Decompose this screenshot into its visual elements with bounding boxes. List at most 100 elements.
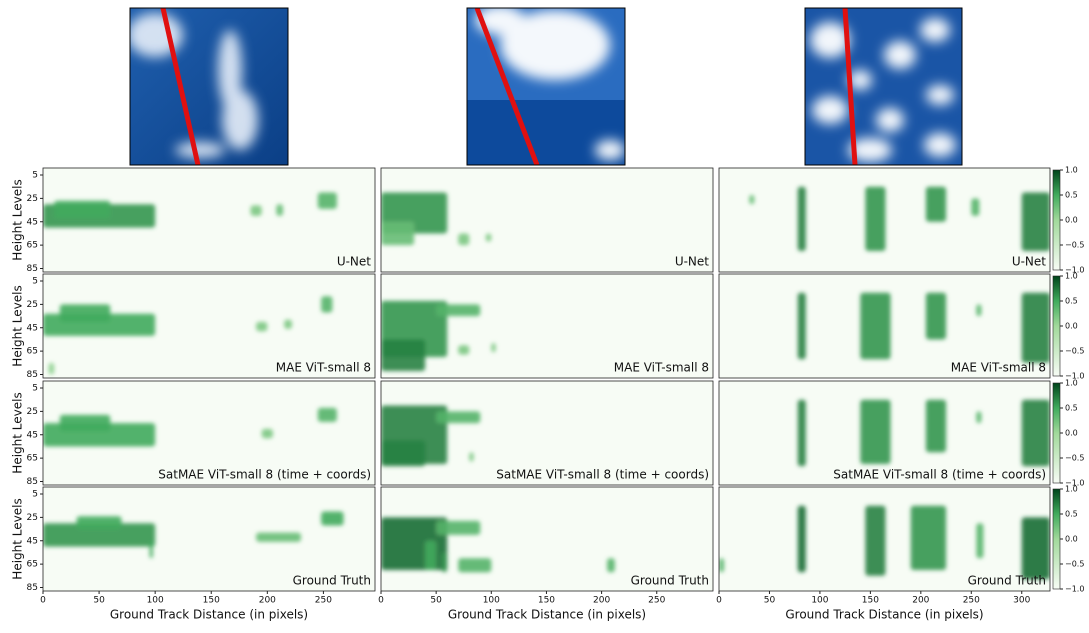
heat-cell (317, 407, 337, 422)
heat-cell (469, 452, 474, 462)
x-tick-label: 200 (259, 596, 276, 606)
y-tick-label: 85 (27, 264, 38, 274)
heatmap (43, 192, 337, 228)
y-tick-label: 65 (27, 347, 38, 357)
heat-cell (76, 516, 122, 530)
x-tick-label: 200 (593, 596, 610, 606)
x-tick-label: 150 (203, 596, 220, 606)
heat-cell (925, 399, 947, 453)
y-axis-label: Height Levels (11, 498, 25, 579)
y-tick-label: 85 (27, 370, 38, 380)
heat-cell (317, 192, 337, 209)
x-tick-label: 250 (315, 596, 332, 606)
y-tick-label: 45 (27, 323, 38, 333)
colorbar-tick-label: 1.0 (1065, 166, 1078, 175)
heat-cell (749, 194, 755, 205)
x-axis-label: Ground Track Distance (in pixels) (785, 608, 983, 622)
colorbar-tick-label: 0.0 (1065, 322, 1078, 331)
heat-cell (910, 505, 947, 570)
heat-cell (797, 186, 806, 251)
y-tick-label: 5 (32, 490, 38, 500)
colorbar (1052, 488, 1061, 590)
y-tick-label: 85 (27, 477, 38, 487)
heat-cell (976, 304, 982, 317)
colorbar-tick-label: 0.0 (1065, 216, 1078, 225)
heat-cell (43, 523, 156, 547)
heat-cell (458, 558, 492, 573)
x-tick-label: 150 (862, 596, 879, 606)
heat-cell (865, 186, 886, 251)
x-tick-label: 100 (147, 596, 164, 606)
y-tick-label: 45 (27, 430, 38, 440)
y-tick-label: 45 (27, 536, 38, 546)
panel-label: Ground Truth (631, 574, 709, 588)
heat-cell (54, 200, 111, 219)
heat-cell (436, 304, 481, 317)
colorbar-tick-label: −1.0 (1065, 266, 1084, 275)
heat-cell (256, 321, 268, 332)
heat-cell (607, 558, 615, 573)
panel-frame (42, 273, 376, 379)
heat-cell (1021, 192, 1050, 251)
heat-cell (425, 540, 437, 570)
panel-frame (380, 486, 714, 592)
heatmap (749, 186, 1050, 251)
image-frame (129, 7, 289, 166)
heat-cell (276, 204, 284, 216)
x-tick-label: 0 (716, 596, 722, 606)
heatmap (381, 192, 492, 246)
heat-cell (1021, 517, 1050, 580)
x-tick-label: 100 (483, 596, 500, 606)
panel-frame (380, 167, 714, 273)
y-tick-label: 25 (27, 300, 38, 310)
colorbar-tick-label: 0.0 (1065, 429, 1078, 438)
colorbar-tick-label: −1.0 (1065, 585, 1084, 594)
heatmap (381, 300, 496, 371)
heat-cell (381, 339, 426, 371)
heatmap (719, 505, 1050, 580)
y-tick-label: 25 (27, 194, 38, 204)
heat-cell (436, 411, 481, 424)
panel-label: MAE ViT-small 8 (614, 361, 709, 375)
heat-cell (250, 205, 262, 216)
colorbar (1052, 382, 1061, 484)
panel-frame (42, 380, 376, 486)
colorbar (1052, 169, 1061, 271)
panel-label: SatMAE ViT-small 8 (time + coords) (158, 468, 371, 482)
panel-frame (380, 380, 714, 486)
colorbar-tick-label: −0.5 (1065, 347, 1084, 356)
x-tick-label: 50 (764, 596, 776, 606)
image-frame (804, 7, 963, 166)
heat-cell (149, 540, 153, 559)
panel-label: U-Net (675, 255, 709, 269)
colorbar-tick-label: −0.5 (1065, 560, 1084, 569)
y-axis-label: Height Levels (11, 179, 25, 260)
x-tick-label: 250 (963, 596, 980, 606)
x-tick-label: 150 (538, 596, 555, 606)
heatmap (381, 405, 481, 467)
colorbar-tick-label: 0.0 (1065, 535, 1078, 544)
heat-cell (860, 292, 891, 360)
panel-label: SatMAE ViT-small 8 (time + coords) (496, 468, 709, 482)
colorbar-tick-label: −0.5 (1065, 454, 1084, 463)
heat-cell (491, 342, 496, 353)
colorbar-tick-label: 0.5 (1065, 191, 1078, 200)
y-tick-label: 25 (27, 407, 38, 417)
y-tick-label: 5 (32, 384, 38, 394)
x-axis-label: Ground Track Distance (in pixels) (110, 608, 308, 622)
colorbar-tick-label: −1.0 (1065, 479, 1084, 488)
panel-frame (42, 486, 376, 592)
satellite-image (130, 8, 288, 165)
heatmap (43, 407, 337, 447)
y-axis-label: Height Levels (11, 285, 25, 366)
heat-cell (485, 233, 492, 242)
panel-label: MAE ViT-small 8 (951, 361, 1046, 375)
panel-label: Ground Truth (293, 574, 371, 588)
satellite-image (467, 8, 625, 165)
heat-cell (719, 558, 725, 573)
heatmap (381, 517, 615, 573)
heatmap (797, 292, 1050, 363)
panel-frame (380, 273, 714, 379)
x-tick-label: 0 (40, 596, 46, 606)
